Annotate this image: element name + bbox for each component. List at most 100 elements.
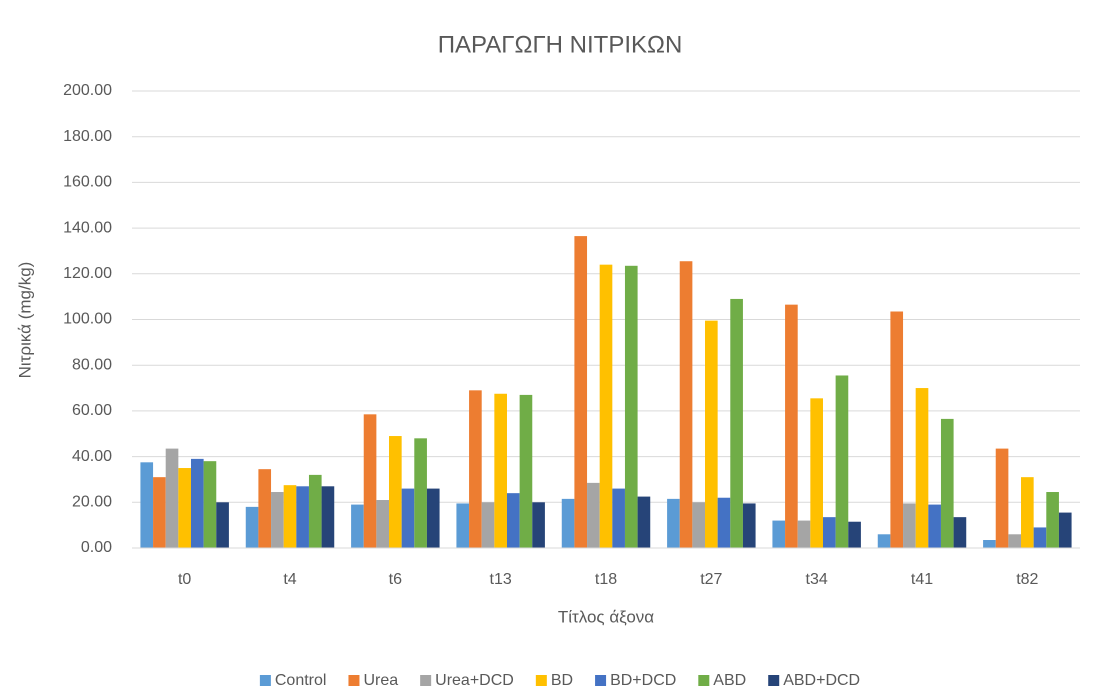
- bar: [165, 448, 179, 548]
- bar: [797, 520, 811, 548]
- bar: [532, 502, 545, 548]
- y-tick-label: 0.00: [81, 539, 112, 556]
- y-tick-label: 100.00: [63, 311, 112, 328]
- x-tick-label: t18: [595, 571, 617, 588]
- bar: [140, 462, 154, 548]
- bar: [376, 500, 390, 548]
- bar: [612, 488, 625, 548]
- x-tick-label: t34: [806, 571, 828, 588]
- bar: [389, 436, 402, 548]
- bar: [506, 493, 520, 548]
- bar: [810, 398, 823, 548]
- bar: [203, 461, 217, 548]
- bar: [877, 534, 891, 548]
- bar: [772, 520, 786, 548]
- bar: [940, 418, 954, 548]
- legend-swatch: [768, 675, 780, 686]
- bar: [414, 438, 427, 548]
- bar: [928, 504, 941, 548]
- bar: [705, 320, 718, 548]
- y-tick-label: 160.00: [63, 174, 112, 191]
- bar: [351, 504, 364, 548]
- legend-label: ABD: [713, 672, 746, 689]
- bar: [903, 503, 916, 548]
- bar: [308, 474, 322, 548]
- bar: [216, 502, 229, 548]
- bar: [637, 496, 651, 548]
- legend-label: BD: [551, 672, 573, 689]
- bar: [953, 517, 967, 548]
- bar: [667, 498, 680, 548]
- x-tick-label: t6: [389, 571, 402, 588]
- y-tick-label: 60.00: [72, 402, 112, 419]
- bar: [258, 469, 272, 548]
- bar: [1033, 527, 1047, 548]
- y-tick-label: 40.00: [72, 448, 112, 465]
- legend-swatch: [535, 675, 547, 686]
- x-tick-label: t41: [911, 571, 933, 588]
- bar: [835, 375, 849, 548]
- bar: [692, 502, 706, 548]
- y-axis-title: Νιτρικά (mg/kg): [15, 262, 34, 379]
- bar: [983, 540, 996, 548]
- bar: [401, 488, 415, 548]
- bar: [717, 497, 731, 548]
- legend-label: Control: [275, 672, 327, 689]
- bar: [890, 311, 904, 548]
- bar: [271, 492, 284, 548]
- bar: [574, 236, 588, 548]
- legend-swatch: [595, 675, 607, 686]
- x-axis-title: Τίτλος άξονα: [558, 607, 654, 626]
- bar: [561, 498, 575, 548]
- bar: [1058, 512, 1072, 548]
- x-tick-label: t82: [1016, 571, 1038, 588]
- y-tick-label: 120.00: [63, 265, 112, 282]
- bar: [494, 393, 507, 548]
- y-tick-label: 140.00: [63, 219, 112, 236]
- bar: [456, 503, 470, 548]
- bar: [1021, 477, 1034, 548]
- bar: [469, 390, 482, 548]
- bar: [995, 448, 1009, 548]
- bar: [679, 261, 693, 548]
- legend-label: Urea+DCD: [435, 672, 514, 689]
- bar: [481, 502, 495, 548]
- x-tick-label: t0: [178, 571, 191, 588]
- bar: [848, 521, 861, 548]
- bar: [822, 517, 836, 548]
- bar: [599, 264, 613, 548]
- bar: [915, 388, 929, 548]
- bar: [283, 485, 297, 548]
- bar: [190, 458, 204, 548]
- bar: [624, 265, 638, 548]
- legend-swatch: [698, 675, 710, 686]
- legend-label: ABD+DCD: [783, 672, 860, 689]
- x-tick-label: t13: [490, 571, 512, 588]
- bar: [178, 468, 191, 548]
- x-tick-label: t4: [283, 571, 296, 588]
- bar: [426, 488, 440, 548]
- bar: [1046, 492, 1059, 548]
- bar: [785, 304, 798, 548]
- bar: [153, 477, 166, 548]
- y-tick-label: 180.00: [63, 128, 112, 145]
- bar: [296, 486, 309, 548]
- legend-swatch: [259, 675, 271, 686]
- y-tick-label: 200.00: [63, 82, 112, 99]
- bar: [363, 414, 377, 548]
- legend-label: Urea: [363, 672, 398, 689]
- bar: [519, 394, 533, 548]
- y-tick-label: 80.00: [72, 356, 112, 373]
- bar: [742, 503, 756, 548]
- x-tick-label: t27: [700, 571, 722, 588]
- chart-title: ΠΑΡΑΓΩΓΗ ΝΙΤΡΙΚΩΝ: [438, 31, 683, 58]
- y-tick-label: 20.00: [72, 494, 112, 511]
- bar: [245, 506, 259, 548]
- bar: [321, 486, 335, 548]
- legend-label: BD+DCD: [610, 672, 676, 689]
- bar: [1008, 534, 1022, 548]
- bar: [730, 298, 743, 548]
- legend-swatch: [348, 675, 360, 686]
- legend-swatch: [420, 675, 432, 686]
